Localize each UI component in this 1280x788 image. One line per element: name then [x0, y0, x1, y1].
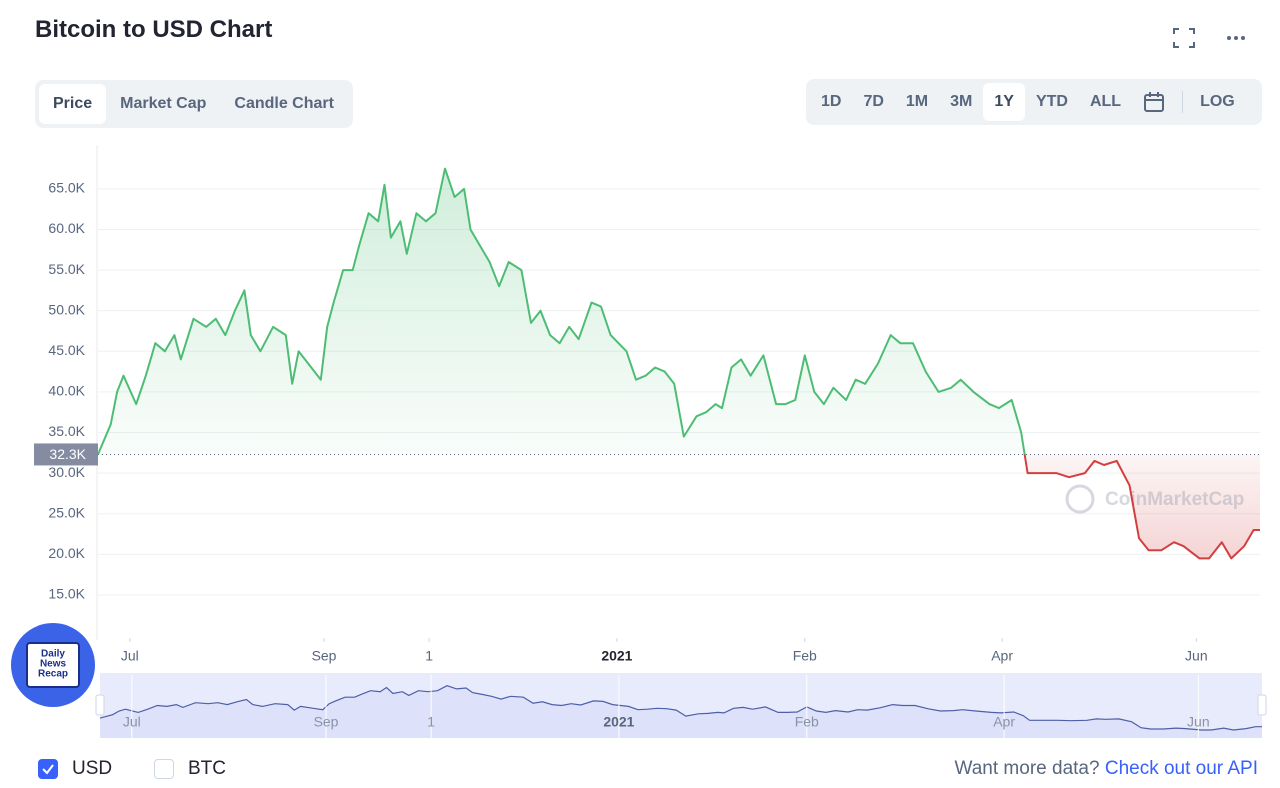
baseline-label-bg — [34, 443, 98, 466]
checkbox-label: BTC — [188, 758, 226, 779]
y-tick-label: 40.0K — [48, 383, 85, 399]
checkbox[interactable] — [154, 759, 174, 779]
y-tick-label: 65.0K — [48, 180, 85, 196]
top-icons — [1173, 28, 1245, 48]
log-button[interactable]: LOG — [1200, 93, 1235, 110]
more-icon[interactable] — [1227, 36, 1245, 40]
currency-toggle[interactable]: USD — [38, 758, 112, 780]
x-tick-label: Jun — [1185, 648, 1208, 664]
api-text: Want more data? — [954, 758, 1100, 779]
y-tick-label: 30.0K — [48, 464, 85, 480]
y-tick-label: 50.0K — [48, 301, 85, 317]
navigator-tick-label: 1 — [427, 714, 435, 730]
navigator-line — [99, 685, 1262, 731]
x-tick-label: 1 — [425, 648, 433, 664]
y-tick-label: 45.0K — [48, 342, 85, 358]
x-tick-label: Apr — [991, 648, 1013, 664]
range-button[interactable]: ALL — [1089, 93, 1122, 110]
watermark: CoinMarketCap — [1065, 484, 1244, 514]
checkbox[interactable] — [38, 759, 58, 779]
x-tick-label: Feb — [793, 648, 817, 664]
navigator-tick-label: 2021 — [603, 714, 634, 730]
tab-group: Price Market Cap Candle Chart — [35, 80, 353, 128]
navigator-tick-label: Jul — [123, 714, 141, 730]
navigator-handle[interactable] — [1257, 694, 1267, 716]
y-tick-label: 60.0K — [48, 220, 85, 236]
separator — [1182, 91, 1184, 113]
x-tick-label: Sep — [312, 648, 337, 664]
badge-text: Daily — [41, 649, 65, 660]
chart: 15.0K 20.0K 25.0K 30.0K 35.0K 40.0K 45.0K 50.0K… — [11, 145, 1267, 738]
navigator-tick-label: Feb — [795, 714, 819, 730]
check-mark — [42, 764, 54, 775]
navigator-tick-label: Apr — [993, 714, 1015, 730]
calendar-button[interactable] — [1132, 83, 1176, 121]
currency-toggle[interactable]: BTC — [154, 758, 226, 780]
range-button[interactable]: 1Y — [983, 83, 1025, 121]
range-button[interactable]: 1D — [821, 93, 842, 110]
y-tick-label: 25.0K — [48, 504, 85, 520]
baseline-label: 32.3K — [49, 446, 86, 462]
navigator-area — [100, 685, 1262, 738]
navigator-tick-label: Sep — [314, 714, 339, 730]
badge-text: Recap — [38, 669, 68, 680]
y-tick-label: 20.0K — [48, 545, 85, 561]
navigator-tick-label: Jun — [1187, 714, 1210, 730]
price-area — [98, 168, 1260, 559]
fullscreen-icon[interactable] — [1173, 28, 1195, 48]
y-tick-label: 55.0K — [48, 261, 85, 277]
price-line — [97, 167, 1260, 560]
range-button[interactable]: 7D — [863, 93, 884, 110]
tab-button[interactable]: Market Cap — [120, 95, 207, 112]
footer: Want more data? Check out our API USD BTC — [0, 752, 1280, 788]
watermark-logo — [1065, 484, 1095, 514]
tab-button[interactable]: Candle Chart — [234, 95, 334, 112]
range-button[interactable]: 1M — [905, 93, 929, 110]
range-button[interactable]: 3M — [950, 93, 973, 110]
navigator-handle[interactable] — [95, 694, 105, 716]
range-button[interactable]: YTD — [1035, 93, 1068, 110]
checkbox-label: USD — [72, 758, 113, 779]
tab-button[interactable]: Price — [39, 84, 107, 124]
range-group: 1D 7D 1M 3M 1Y YTD ALL LOG — [806, 79, 1262, 125]
x-tick-label: Jul — [121, 648, 139, 664]
watermark-text: CoinMarketCap — [1105, 489, 1244, 510]
badge-card — [26, 642, 80, 688]
page-title: Bitcoin to USD Chart — [35, 16, 273, 43]
badge-text: News — [40, 659, 67, 670]
y-tick-label: 15.0K — [48, 586, 85, 602]
calendar-icon — [1144, 92, 1165, 112]
y-tick-label: 35.0K — [48, 423, 85, 439]
x-tick-label: 2021 — [601, 648, 632, 664]
api-note: Want more data? Check out our API — [955, 758, 1258, 780]
api-link[interactable]: Check out our API — [1104, 758, 1258, 779]
